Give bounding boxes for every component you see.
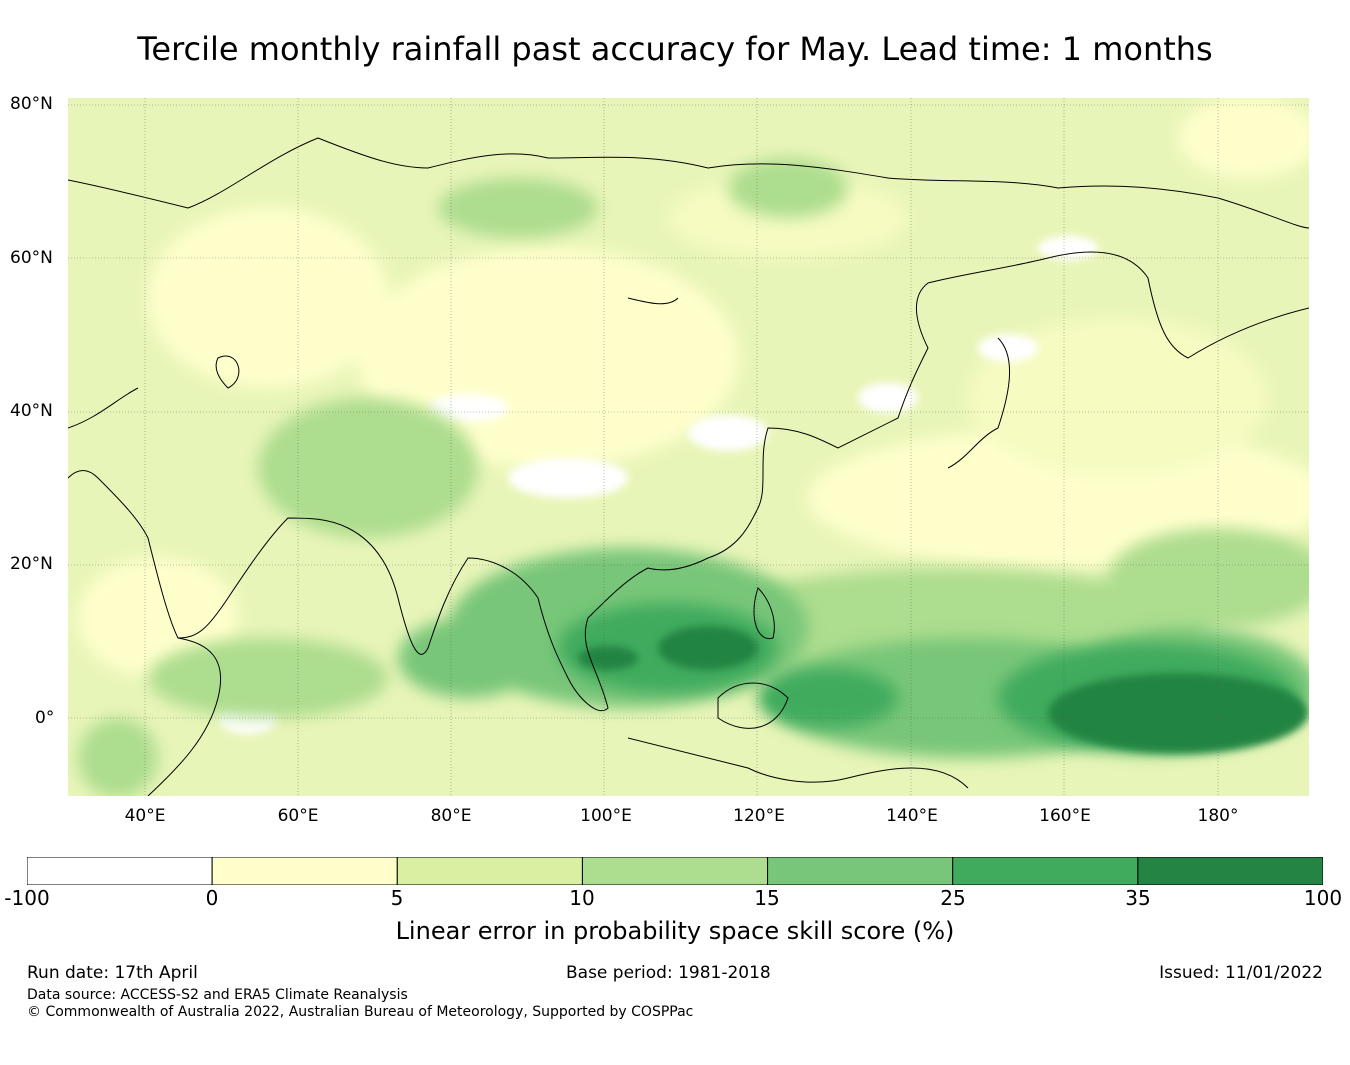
- colorbar-bin-3: [581, 857, 769, 885]
- lat-label-60n: 60°N: [10, 248, 53, 268]
- lat-label-80n: 80°N: [10, 94, 53, 114]
- map-title: Tercile monthly rainfall past accuracy f…: [137, 30, 1213, 68]
- lon-label-160e: 160°E: [1039, 806, 1091, 826]
- issued-date: Issued: 11/01/2022: [1159, 963, 1323, 983]
- colorbar-tick-0: 0: [205, 886, 219, 910]
- lat-label-20n: 20°N: [10, 554, 53, 574]
- data-source: Data source: ACCESS-S2 and ERA5 Climate …: [27, 987, 408, 1003]
- lat-label-0: 0°: [35, 708, 55, 728]
- colorbar-bin-0: [27, 857, 213, 885]
- copyright: © Commonwealth of Australia 2022, Austra…: [27, 1004, 694, 1020]
- colorbar-tick-15: 15: [754, 886, 780, 910]
- skill-score-map: [68, 98, 1309, 796]
- gridlines: [68, 98, 1309, 796]
- coastlines: [68, 137, 1309, 796]
- field-white: [218, 236, 1098, 734]
- colorbar: [27, 857, 1323, 885]
- lon-label-140e: 140°E: [886, 806, 938, 826]
- colorbar-bin-1: [211, 857, 398, 885]
- colorbar-bin-2: [396, 857, 583, 885]
- lon-label-100e: 100°E: [580, 806, 632, 826]
- field-dark-green: [578, 626, 1308, 753]
- colorbar-tick-10: 10: [569, 886, 595, 910]
- map-svg: [68, 98, 1309, 796]
- colorbar-label: Linear error in probability space skill …: [395, 917, 955, 945]
- run-date: Run date: 17th April: [27, 963, 198, 983]
- lon-label-120e: 120°E: [733, 806, 785, 826]
- colorbar-tick-100: 100: [1303, 886, 1343, 910]
- field-light-green: [78, 158, 1309, 796]
- lat-label-40n: 40°N: [10, 401, 53, 421]
- lon-label-60e: 60°E: [277, 806, 319, 826]
- lon-label-40e: 40°E: [124, 806, 166, 826]
- colorbar-tick-5: 5: [390, 886, 404, 910]
- lon-label-180: 180°: [1197, 806, 1239, 826]
- colorbar-bin-6: [1137, 857, 1323, 885]
- base-period: Base period: 1981-2018: [566, 963, 771, 983]
- lon-label-80e: 80°E: [430, 806, 472, 826]
- colorbar-tick-25: 25: [940, 886, 966, 910]
- colorbar-bin-4: [767, 857, 954, 885]
- colorbar-bin-5: [952, 857, 1139, 885]
- colorbar-tick-minus100: -100: [4, 886, 50, 910]
- colorbar-tick-35: 35: [1125, 886, 1151, 910]
